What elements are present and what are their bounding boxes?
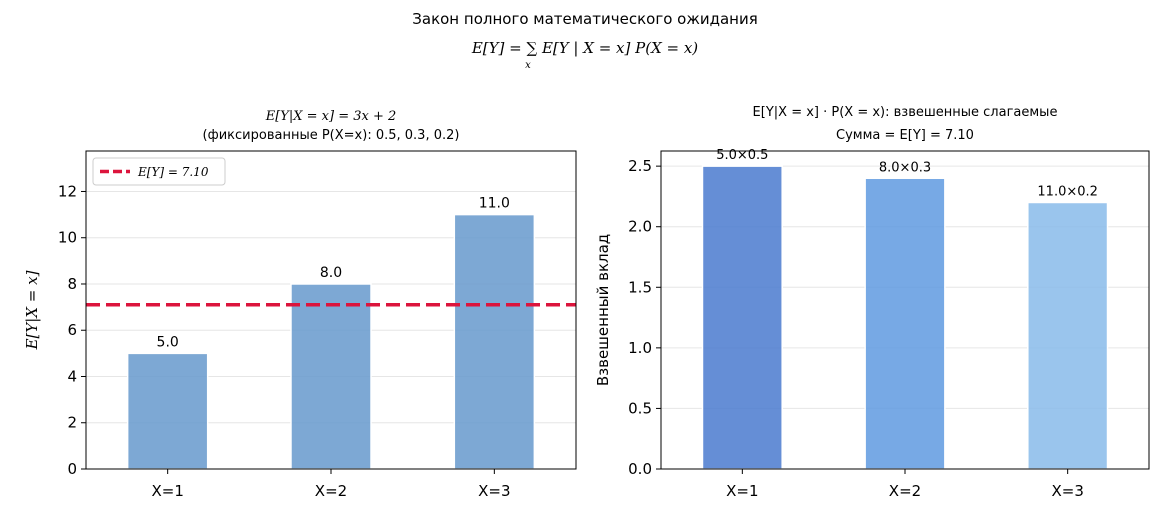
right-chart-x-ticks: X=1 X=2 X=3 [726,469,1084,500]
data-label: 8.0×0.3 [879,160,931,175]
data-label: 8.0 [320,265,342,281]
left-chart-bars [126,213,536,470]
y-tick-label: 2.5 [628,157,652,175]
y-tick-label: 8 [67,275,77,293]
y-tick-label: 1.5 [628,278,652,296]
right-chart-title-line1: E[Y|X = x] · P(X = x): взвешенные слагае… [753,105,1058,120]
left-chart-data-labels: 5.0 8.0 11.0 [157,196,510,351]
x-tick-label: X=2 [889,482,921,500]
suptitle-formula: E[Y] = ∑ E[Y | X = x] P(X = x) x [471,39,698,71]
right-chart-ylabel: Взвешенный вклад [594,234,612,386]
left-chart-ylabel: E[Y|X = x] [23,270,41,350]
left-chart-x-ticks: X=1 X=2 X=3 [151,469,511,500]
y-tick-label: 12 [58,182,77,200]
left-chart-y-ticks: 0 2 4 6 8 10 12 [58,182,86,478]
data-label: 5.0×0.5 [716,148,768,163]
bar-x-1 [126,352,209,470]
left-chart-title-line1: E[Y|X = x] = 3x + 2 [265,109,397,124]
data-label: 5.0 [157,334,179,350]
bar-x-3 [1027,201,1109,470]
right-chart-y-ticks: 0.0 0.5 1.0 1.5 2.0 2.5 [628,157,661,478]
y-tick-label: 2.0 [628,218,652,236]
legend-entry: E[Y] = 7.10 [137,165,209,179]
y-tick-label: 0 [67,460,77,478]
x-tick-label: X=3 [478,482,510,500]
right-chart-title-line2: Сумма = E[Y] = 7.10 [836,128,974,143]
right-chart-bars [701,165,1109,470]
left-chart-legend: E[Y] = 7.10 [92,157,226,186]
suptitle-line2: E[Y] = ∑ E[Y | X = x] P(X = x) [471,39,698,57]
bar-x-1 [701,165,783,470]
y-tick-label: 1.0 [628,339,652,357]
suptitle-sum-index: x [525,60,531,71]
x-tick-label: X=1 [151,482,183,500]
data-label: 11.0×0.2 [1037,184,1098,199]
y-tick-label: 4 [67,367,77,385]
left-chart: E[Y|X = x] = 3x + 2 (фиксированные P(X=x… [23,109,577,500]
bar-x-2 [864,177,946,470]
x-tick-label: X=1 [726,482,758,500]
suptitle-line1: Закон полного математического ожидания [412,10,757,28]
bar-x-2 [290,283,372,470]
bar-x-3 [453,213,536,470]
x-tick-label: X=2 [315,482,347,500]
y-tick-label: 2 [67,414,77,432]
y-tick-label: 0.5 [628,399,652,417]
y-tick-label: 0.0 [628,460,652,478]
legend-box [92,157,226,186]
data-label: 11.0 [479,196,510,212]
right-chart-data-labels: 5.0×0.5 8.0×0.3 11.0×0.2 [716,148,1098,199]
right-chart: E[Y|X = x] · P(X = x): взвешенные слагае… [594,105,1150,500]
y-tick-label: 6 [67,321,77,339]
x-tick-label: X=3 [1051,482,1083,500]
y-tick-label: 10 [58,229,77,247]
left-chart-title-line2: (фиксированные P(X=x): 0.5, 0.3, 0.2) [203,128,460,143]
